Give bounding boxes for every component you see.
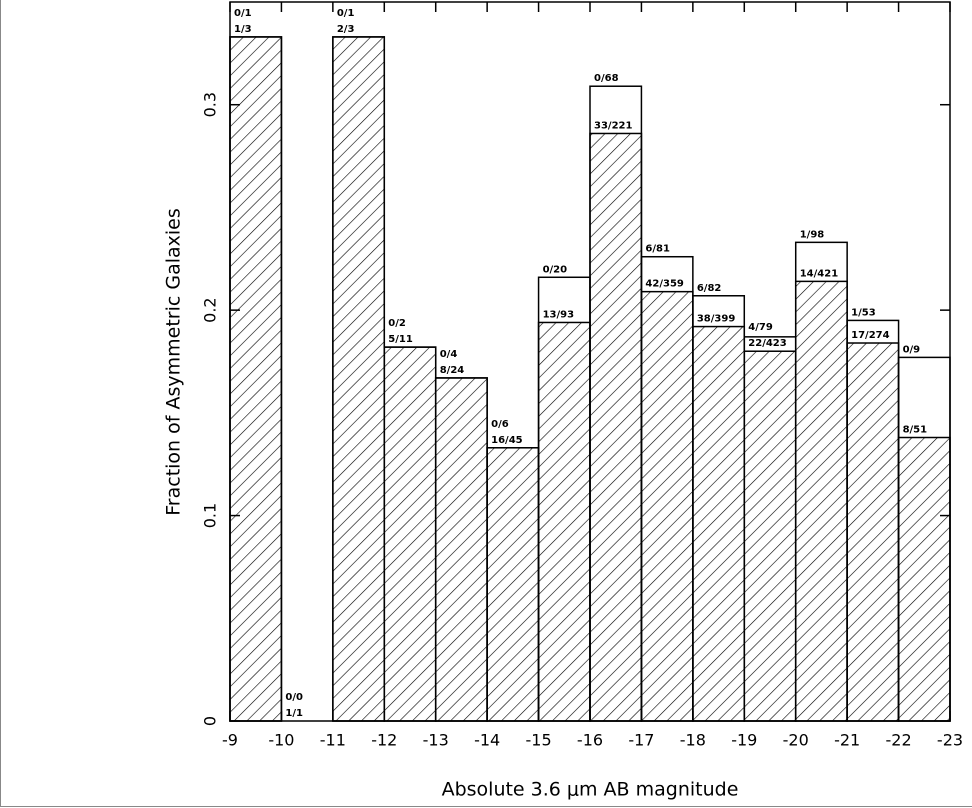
hatched-bar — [589, 132, 643, 722]
x-tick-label: -14 — [474, 731, 500, 750]
x-tick-label: -13 — [423, 731, 449, 750]
y-tick-label: 0 — [201, 716, 220, 726]
bar-label: 0/2 — [388, 318, 406, 329]
plot-area: 1/3 0/1 1/1 0/0 2/3 0/1 5/11 0/2 8/24 0/4 16/45 0/6… — [201, 1, 963, 750]
hatched-bar — [846, 342, 900, 722]
bar-label: 0/1 — [337, 8, 355, 19]
bar-label: 1/98 — [800, 229, 825, 240]
bar-label: 0/1 — [234, 8, 252, 19]
x-tick-label: -22 — [886, 731, 912, 750]
x-tick-label: -18 — [680, 731, 706, 750]
x-tick-label: -23 — [937, 731, 963, 750]
y-tick-label: 0.1 — [201, 503, 220, 528]
bar-label: 13/93 — [543, 309, 575, 320]
bar-label: 2/3 — [337, 24, 355, 35]
hatched-bar — [383, 346, 437, 722]
bar-label: 0/9 — [903, 344, 921, 355]
x-tick-label: -16 — [577, 731, 603, 750]
hatched-bar — [794, 280, 848, 722]
hatched-bar — [486, 447, 540, 722]
bar-label: 22/423 — [748, 338, 786, 349]
bar-label: 5/11 — [388, 334, 413, 345]
bar-label: 0/68 — [594, 73, 619, 84]
x-axis-label: Absolute 3.6 μm AB magnitude — [442, 779, 739, 801]
bar-label: 6/82 — [697, 283, 722, 294]
bar-label: 14/421 — [800, 268, 838, 279]
x-tick-label: -15 — [526, 731, 552, 750]
x-tick-label: -11 — [320, 731, 346, 750]
hatched-bar — [743, 350, 797, 722]
x-tick-label: -17 — [628, 731, 654, 750]
bar-label: 1/3 — [234, 24, 252, 35]
x-tick-label: -12 — [371, 731, 397, 750]
bar-label: 42/359 — [645, 279, 683, 290]
x-tick-label: -21 — [834, 731, 860, 750]
bar-label: 16/45 — [491, 435, 523, 446]
hatched-bar — [434, 377, 488, 722]
bar-label: 0/0 — [285, 692, 303, 703]
bar-label: 0/6 — [491, 419, 509, 430]
hatched-bar — [332, 36, 386, 722]
x-tick-label: -10 — [268, 731, 294, 750]
bar-label: 0/4 — [440, 349, 458, 360]
bar-label: 8/24 — [440, 365, 465, 376]
bar-label: 6/81 — [645, 244, 670, 255]
hatched-bar — [897, 436, 951, 722]
bar-label: 1/1 — [285, 708, 303, 719]
y-axis-label: Fraction of Asymmetric Galaxies — [163, 208, 185, 516]
x-tick-label: -20 — [783, 731, 809, 750]
bar-label: 4/79 — [748, 322, 773, 333]
x-tick-label: -19 — [731, 731, 757, 750]
y-tick-label: 0.3 — [201, 92, 220, 117]
hatched-bar — [229, 36, 283, 722]
bar-label: 33/221 — [594, 120, 632, 131]
hatched-bar — [537, 321, 591, 722]
y-tick-label: 0.2 — [201, 297, 220, 322]
bar-label: 17/274 — [851, 330, 889, 341]
x-tick-label: -9 — [222, 731, 238, 750]
bar-label: 0/20 — [543, 264, 568, 275]
bar-label: 8/51 — [903, 425, 928, 436]
bar-label: 38/399 — [697, 314, 735, 325]
hatched-bar — [692, 325, 746, 722]
bar-label: 1/53 — [851, 307, 876, 318]
hatched-bar — [640, 290, 694, 722]
